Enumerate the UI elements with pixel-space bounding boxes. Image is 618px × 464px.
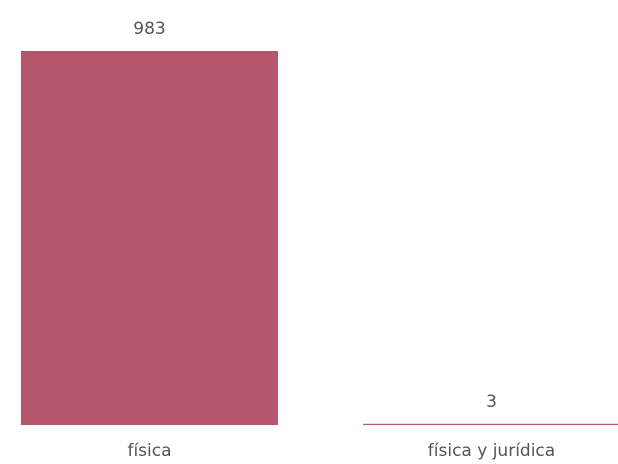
- data-label: 983: [133, 19, 165, 39]
- x-tick-label: física y jurídica: [428, 441, 555, 461]
- bar: [363, 423, 618, 425]
- bar: [21, 51, 278, 425]
- data-label: 3: [486, 392, 497, 412]
- x-tick-label: física: [127, 441, 171, 461]
